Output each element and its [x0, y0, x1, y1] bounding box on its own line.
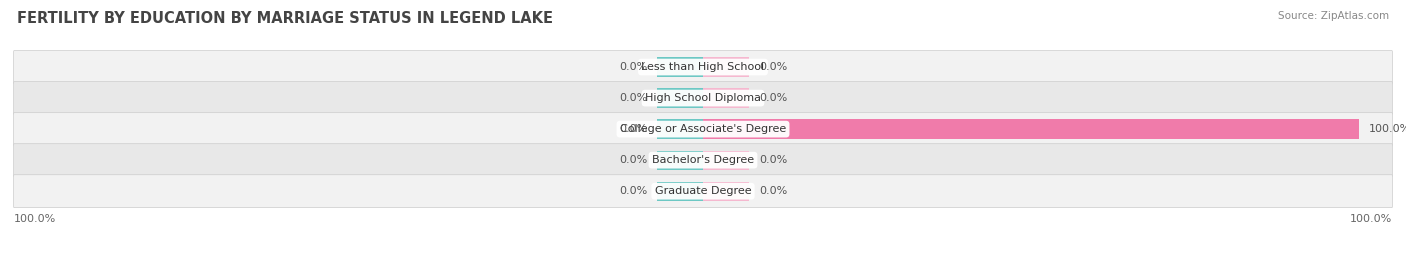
- Text: Source: ZipAtlas.com: Source: ZipAtlas.com: [1278, 11, 1389, 21]
- Bar: [657, 89, 703, 108]
- Bar: [703, 182, 749, 201]
- Bar: [657, 182, 703, 201]
- Text: 0.0%: 0.0%: [759, 62, 787, 72]
- Bar: [657, 57, 703, 77]
- Text: 0.0%: 0.0%: [619, 124, 647, 134]
- Legend: Married, Unmarried: Married, Unmarried: [617, 264, 789, 269]
- Text: Less than High School: Less than High School: [641, 62, 765, 72]
- FancyBboxPatch shape: [14, 113, 1392, 146]
- Text: College or Associate's Degree: College or Associate's Degree: [620, 124, 786, 134]
- Text: 100.0%: 100.0%: [14, 214, 56, 224]
- Text: 0.0%: 0.0%: [619, 62, 647, 72]
- Text: 0.0%: 0.0%: [759, 186, 787, 196]
- Bar: [703, 57, 749, 77]
- Bar: [657, 119, 703, 139]
- Text: 0.0%: 0.0%: [619, 155, 647, 165]
- Bar: [703, 119, 1360, 139]
- Bar: [703, 151, 749, 170]
- FancyBboxPatch shape: [14, 51, 1392, 83]
- FancyBboxPatch shape: [14, 82, 1392, 115]
- Bar: [703, 89, 749, 108]
- Text: 0.0%: 0.0%: [759, 93, 787, 103]
- FancyBboxPatch shape: [14, 175, 1392, 208]
- Text: FERTILITY BY EDUCATION BY MARRIAGE STATUS IN LEGEND LAKE: FERTILITY BY EDUCATION BY MARRIAGE STATU…: [17, 11, 553, 26]
- Text: 100.0%: 100.0%: [1350, 214, 1392, 224]
- Text: High School Diploma: High School Diploma: [645, 93, 761, 103]
- Text: 0.0%: 0.0%: [759, 155, 787, 165]
- Text: 100.0%: 100.0%: [1369, 124, 1406, 134]
- Text: Bachelor's Degree: Bachelor's Degree: [652, 155, 754, 165]
- Text: 0.0%: 0.0%: [619, 186, 647, 196]
- Text: Graduate Degree: Graduate Degree: [655, 186, 751, 196]
- Bar: [657, 151, 703, 170]
- Text: 0.0%: 0.0%: [619, 93, 647, 103]
- FancyBboxPatch shape: [14, 144, 1392, 177]
